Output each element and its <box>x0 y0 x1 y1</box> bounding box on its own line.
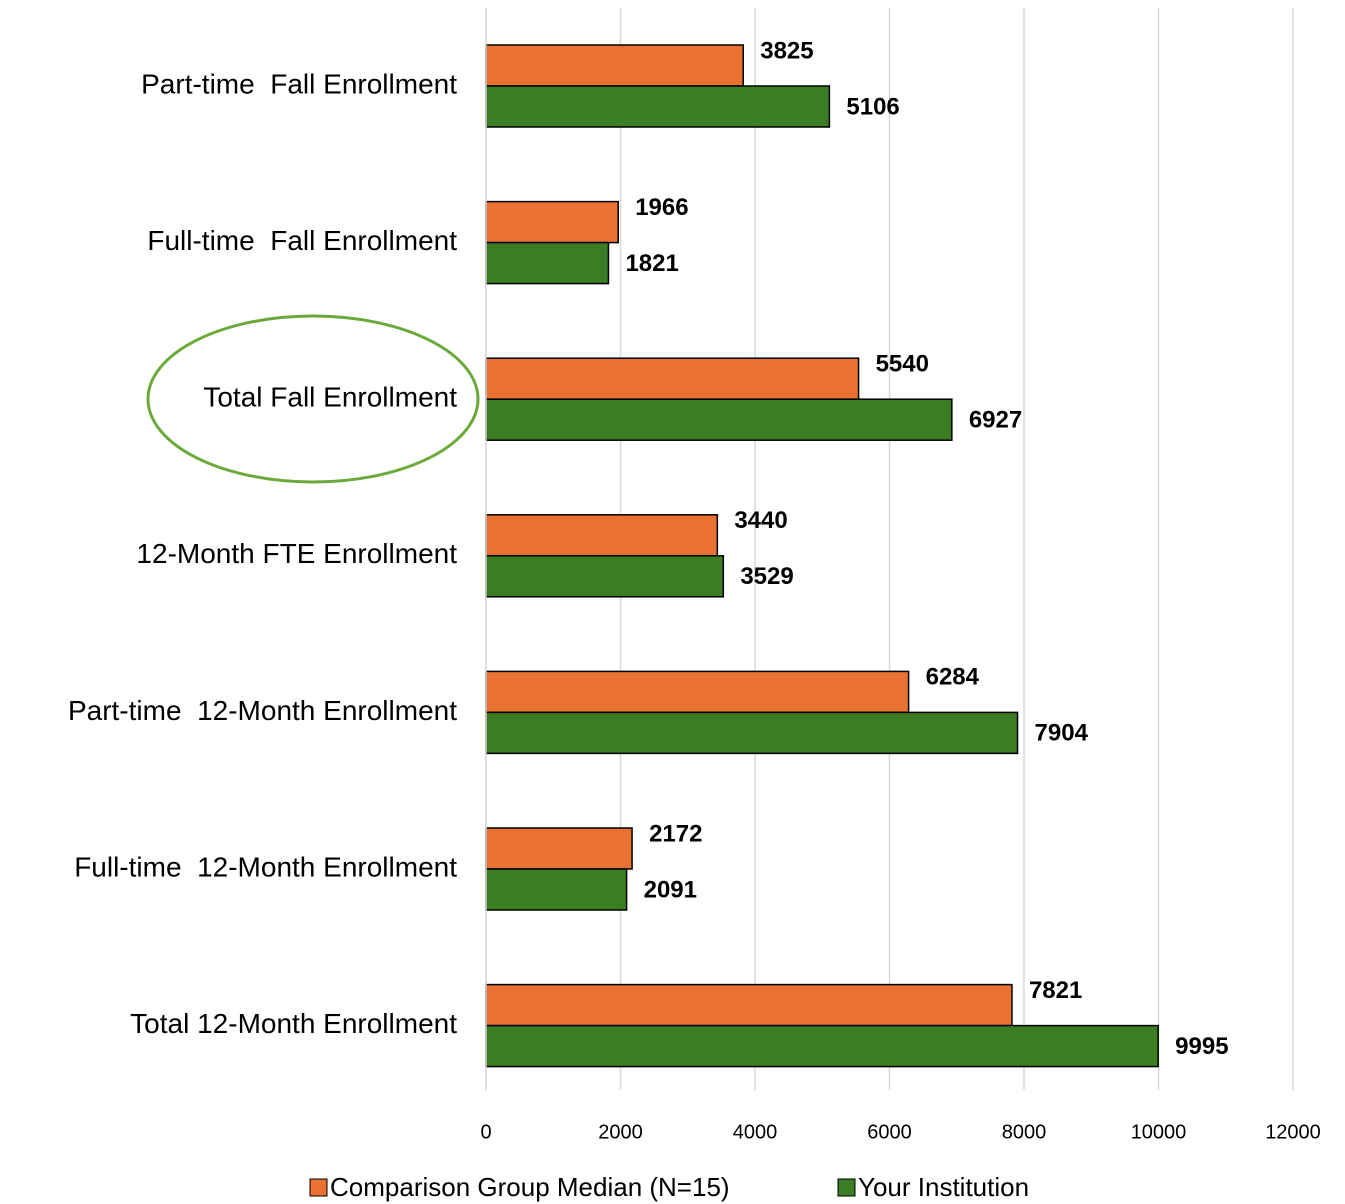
x-tick-label: 4000 <box>733 1121 778 1143</box>
value-label: 5540 <box>876 351 929 378</box>
legend-marker <box>309 1178 328 1197</box>
bar <box>485 200 619 244</box>
bar <box>485 1024 1159 1068</box>
x-tick-label: 6000 <box>867 1121 912 1143</box>
bar <box>485 670 910 714</box>
y-tick-label: Full-time 12-Month Enrollment <box>74 851 457 882</box>
value-label: 6284 <box>926 664 980 691</box>
x-tick-label: 2000 <box>598 1121 643 1143</box>
bar <box>485 357 860 400</box>
x-tick-label: 0 <box>480 1121 491 1143</box>
bar <box>485 44 744 87</box>
value-label: 7821 <box>1029 977 1082 1004</box>
value-label: 3440 <box>734 507 787 534</box>
value-label: 3529 <box>740 563 793 590</box>
bar <box>485 868 628 911</box>
bar <box>485 827 633 870</box>
y-tick-label: Part-time Fall Enrollment <box>141 68 457 99</box>
y-tick-label: Full-time Fall Enrollment <box>147 225 457 256</box>
value-label: 2172 <box>649 820 702 847</box>
value-label: 3825 <box>760 37 813 64</box>
legend-label: Comparison Group Median (N=15) <box>330 1172 730 1202</box>
legend-marker <box>837 1178 856 1197</box>
y-tick-label: 12-Month FTE Enrollment <box>136 538 457 569</box>
value-label: 7904 <box>1035 720 1089 747</box>
bar <box>485 711 1019 755</box>
value-label: 5106 <box>846 93 899 120</box>
y-tick-label: Total 12-Month Enrollment <box>130 1008 457 1039</box>
value-label: 2091 <box>644 876 697 903</box>
bar <box>485 514 719 557</box>
x-tick-label: 10000 <box>1131 1121 1187 1143</box>
y-tick-label: Total Fall Enrollment <box>203 382 457 413</box>
y-tick-label: Part-time 12-Month Enrollment <box>68 695 457 726</box>
bar <box>485 85 831 128</box>
value-label: 9995 <box>1175 1033 1228 1060</box>
bar <box>485 398 953 441</box>
value-label: 1966 <box>635 194 688 221</box>
highlight-ellipse <box>146 314 480 484</box>
x-tick-label: 12000 <box>1265 1121 1321 1143</box>
value-label: 1821 <box>625 250 678 277</box>
bar <box>485 241 610 285</box>
bar <box>485 983 1013 1027</box>
bar <box>485 555 725 598</box>
x-tick-label: 8000 <box>1002 1121 1047 1143</box>
legend-label: Your Institution <box>858 1172 1029 1202</box>
value-label: 6927 <box>969 407 1022 434</box>
